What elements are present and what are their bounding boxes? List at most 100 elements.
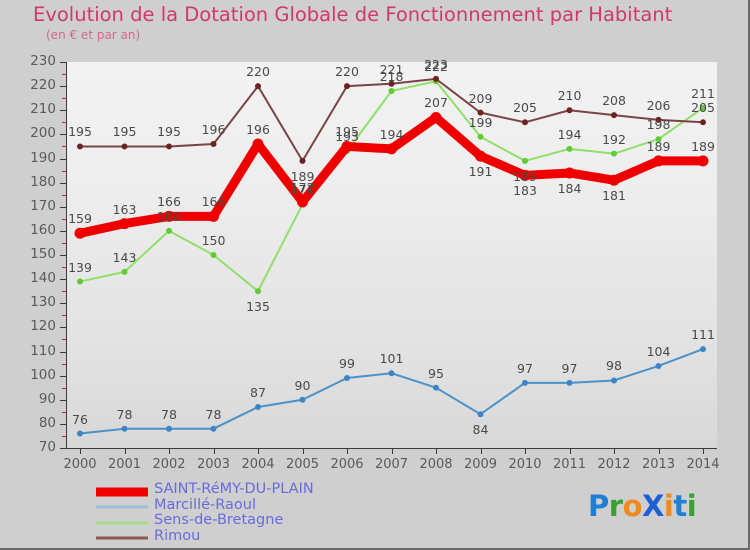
y-axis-minor-tick: [62, 387, 66, 389]
x-axis-tick: [391, 448, 393, 454]
data-point: [166, 425, 172, 432]
data-point: [430, 111, 442, 123]
data-point: [564, 167, 575, 179]
x-axis-tick-label: 2000: [63, 457, 97, 472]
x-axis-labels: 2000 2001 2002 2003 2004 2005 2006 2007 2008 2009…: [63, 448, 720, 478]
x-axis-tick: [436, 448, 437, 454]
logo-letter-0: P: [588, 489, 609, 523]
data-point: [477, 133, 484, 140]
y-axis-line: [66, 62, 67, 448]
y-axis-tick: [60, 182, 66, 184]
legend-label: Marcillé-Raoul: [154, 496, 256, 513]
data-point: [433, 75, 439, 82]
x-axis-tick: [525, 448, 526, 454]
data-point: [210, 252, 217, 258]
y-axis-tick-label: 130: [30, 294, 56, 311]
data-point: [700, 119, 706, 126]
y-axis-tick-label: 210: [30, 101, 56, 118]
data-point: [700, 104, 706, 111]
y-axis-tick: [60, 351, 66, 353]
data-point: [697, 155, 709, 167]
data-point: [433, 384, 439, 391]
x-axis-tick: [302, 448, 304, 454]
y-axis-minor-tick: [62, 218, 66, 220]
y-axis-tick-label: 160: [30, 221, 56, 238]
y-axis-minor-tick: [62, 435, 66, 437]
data-point: [119, 218, 130, 230]
y-axis-tick-label: 170: [30, 197, 56, 214]
data-point: [77, 143, 83, 150]
y-axis-minor-tick: [62, 411, 66, 413]
y-axis-tick-label: 220: [30, 77, 56, 94]
series-line-2: [79, 80, 704, 293]
data-point: [655, 362, 662, 369]
x-axis-tick-label: 2001: [107, 457, 142, 472]
x-axis-tick-label: 2009: [463, 457, 498, 472]
series-line-1: [79, 348, 704, 435]
y-axis-tick-label: 230: [30, 53, 56, 69]
data-point: [611, 112, 617, 119]
data-point: [341, 140, 353, 152]
y-axis-minor-tick: [62, 242, 66, 244]
x-axis-tick: [703, 448, 704, 454]
x-axis-tick-label: 2007: [374, 457, 409, 472]
y-axis-tick: [60, 110, 66, 112]
data-point: [77, 278, 83, 285]
data-point: [388, 370, 395, 377]
logo-letter-2: o: [622, 489, 643, 523]
x-axis-tick: [124, 448, 126, 454]
y-axis-tick-label: 180: [30, 173, 56, 190]
logo-letter-6: i: [686, 489, 697, 523]
x-axis-tick-label: 2012: [597, 457, 631, 472]
y-axis-tick: [60, 399, 66, 401]
data-point: [566, 379, 573, 386]
data-point: [653, 155, 664, 167]
y-axis-tick-label: 200: [30, 125, 56, 142]
logo-letter-3: X: [642, 489, 664, 523]
y-axis-tick: [60, 375, 66, 377]
plot-area: 70 80 90 100 110 120 130 140 150 160 170 180 190 200 2…: [30, 53, 717, 455]
data-point: [519, 169, 531, 181]
y-axis-tick-label: 90: [38, 390, 56, 407]
x-axis-tick: [169, 448, 170, 454]
y-axis-tick: [60, 279, 66, 281]
x-axis-tick-label: 2008: [419, 457, 453, 472]
data-point: [655, 116, 662, 123]
data-point: [255, 83, 261, 90]
data-point: [208, 210, 219, 222]
data-point: [121, 425, 128, 432]
y-axis-tick: [60, 230, 66, 232]
y-axis-minor-tick: [62, 315, 66, 317]
data-point: [297, 196, 308, 208]
y-axis-minor-tick: [62, 170, 66, 172]
data-point: [477, 411, 484, 418]
x-axis-tick: [213, 448, 215, 454]
x-axis-tick-label: 2005: [285, 457, 320, 472]
data-point: [74, 227, 86, 239]
x-axis-tick: [347, 448, 348, 454]
y-axis-tick: [60, 327, 66, 329]
y-axis-tick-label: 190: [30, 149, 56, 166]
y-axis-tick-label: 140: [30, 270, 56, 287]
data-point: [344, 83, 350, 90]
y-axis-tick-label: 70: [38, 439, 56, 455]
series-lines: [74, 75, 709, 437]
data-point: [608, 174, 620, 186]
logo-letter-4: i: [663, 489, 674, 523]
y-axis-tick-label: 120: [30, 318, 56, 335]
data-point: [611, 150, 617, 157]
x-axis-tick-label: 2002: [152, 457, 186, 472]
y-axis-tick: [60, 255, 66, 256]
data-point: [121, 268, 128, 275]
legend-color-swatch: [96, 505, 148, 509]
page-title: Evolution de la Dotation Globale de Fonc…: [33, 3, 673, 26]
legend-label: Rimou: [154, 527, 201, 544]
logo-letter-5: t: [673, 489, 687, 523]
data-point: [388, 80, 395, 87]
x-axis-tick: [614, 448, 615, 454]
data-point: [255, 403, 261, 410]
x-axis-tick-label: 2006: [330, 457, 364, 472]
y-axis-tick: [60, 158, 66, 160]
data-point: [121, 143, 128, 150]
